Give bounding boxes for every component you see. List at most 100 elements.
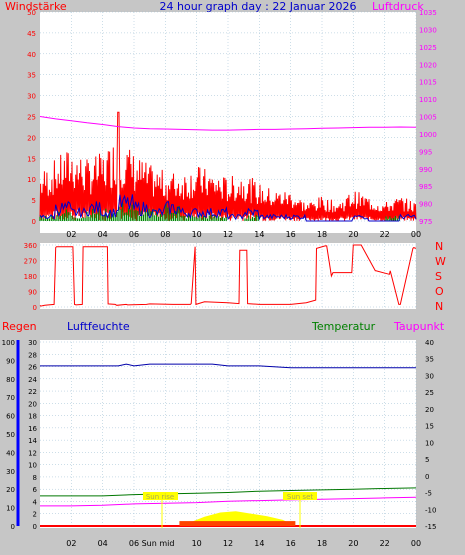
humidity-tick-label: 60 xyxy=(6,413,15,421)
x-tick-label: 10 xyxy=(192,230,202,239)
rain-tick-label: 24 xyxy=(28,376,37,384)
tick-labels: 0510152025303540455097598098599099510001… xyxy=(2,9,446,548)
humidity-tick-label: 80 xyxy=(6,376,15,384)
rain-tick-label: 8 xyxy=(33,474,37,482)
wind-tick-label: 40 xyxy=(27,51,36,59)
humidity-tick-label: 100 xyxy=(2,339,15,347)
wind-tick-label: 25 xyxy=(27,114,36,122)
pressure-tick-label: 1020 xyxy=(419,61,437,69)
wind-tick-label: 0 xyxy=(32,218,36,226)
x-tick-label: 20 xyxy=(348,230,358,239)
x-tick-label: 08 xyxy=(160,230,170,239)
humidity-tick-label: 50 xyxy=(6,431,15,439)
rain-tick-label: 18 xyxy=(28,413,37,421)
x-tick-label: 04 xyxy=(98,230,108,239)
wind-pressure-series xyxy=(39,111,417,222)
direction-tick-label: 90 xyxy=(28,289,37,297)
luftdruck-line xyxy=(39,116,417,131)
x-tick-label: 06 xyxy=(129,230,139,239)
wind-tick-label: 20 xyxy=(27,134,36,142)
compass-label: N xyxy=(435,300,443,313)
x-tick-label: 22 xyxy=(380,539,390,548)
compass-label: W xyxy=(435,255,446,268)
temperature-tick-label: 25 xyxy=(425,389,434,397)
pressure-tick-label: 980 xyxy=(419,201,432,209)
x-tick-label: 20 xyxy=(348,539,358,548)
direction-tick-label: 360 xyxy=(24,242,37,250)
compass-label: O xyxy=(435,285,444,298)
wind-tick-label: 15 xyxy=(27,155,36,163)
rain-tick-label: 6 xyxy=(33,486,38,494)
x-tick-label: 16 xyxy=(286,539,296,548)
x-tick-label: 06 xyxy=(129,539,139,548)
temperature-tick-label: 10 xyxy=(425,439,434,447)
regen-label: Regen xyxy=(2,320,37,333)
windstaerke-label: Windstärke xyxy=(5,0,67,13)
wind-tick-label: 35 xyxy=(27,72,36,80)
compass-label: N xyxy=(435,240,443,253)
x-tick-label: 12 xyxy=(223,539,233,548)
x-tick-label: 00 xyxy=(411,539,421,548)
climate-plot xyxy=(40,340,416,528)
temperature-tick-label: 30 xyxy=(425,372,434,380)
rain-tick-label: 30 xyxy=(28,339,37,347)
pressure-tick-label: 1000 xyxy=(419,131,437,139)
rain-tick-label: 22 xyxy=(28,388,37,396)
wind-tick-label: 5 xyxy=(32,197,36,205)
temperature-tick-label: -10 xyxy=(425,506,436,514)
rain-tick-label: 14 xyxy=(28,437,37,445)
sun-set-label: Sun set xyxy=(287,493,313,501)
x-tick-label: 12 xyxy=(223,230,233,239)
direction-grid xyxy=(40,243,417,309)
temperature-tick-label: 40 xyxy=(425,339,434,347)
x-tick-label: 00 xyxy=(411,230,421,239)
x-tick-label: 02 xyxy=(66,539,76,548)
pressure-tick-label: 1030 xyxy=(419,26,437,34)
temperature-tick-label: 0 xyxy=(425,473,429,481)
wind-tick-label: 30 xyxy=(27,93,36,101)
x-tick-label: 22 xyxy=(380,230,390,239)
x-tick-label: 14 xyxy=(254,230,264,239)
humidity-tick-label: 70 xyxy=(6,394,15,402)
temperature-tick-label: 35 xyxy=(425,356,434,364)
direction-tick-label: 0 xyxy=(33,304,37,312)
rain-tick-label: 12 xyxy=(28,449,37,457)
humidity-tick-label: 30 xyxy=(6,468,15,476)
temperatur-line xyxy=(40,487,417,497)
temperature-tick-label: -5 xyxy=(425,490,432,498)
compass-label: S xyxy=(435,270,442,283)
sun-set-marker: Sun set xyxy=(283,492,317,528)
wind-tick-label: 10 xyxy=(27,176,36,184)
x-tick-label: 02 xyxy=(66,230,76,239)
x-tick-label: 18 xyxy=(317,539,327,548)
rain-tick-label: 2 xyxy=(33,511,37,519)
boeen-line xyxy=(39,194,417,222)
rain-tick-label: 28 xyxy=(28,351,37,359)
pressure-tick-label: 985 xyxy=(419,183,432,191)
direction-tick-label: 270 xyxy=(24,258,37,266)
x-tick-label: 04 xyxy=(98,539,108,548)
temperature-tick-label: 5 xyxy=(425,456,429,464)
temperature-tick-label: 20 xyxy=(425,406,434,414)
x-tick-label: 18 xyxy=(317,230,327,239)
rain-tick-label: 26 xyxy=(28,364,37,372)
direction-series xyxy=(39,244,417,307)
x-tick-label: 10 xyxy=(192,539,202,548)
rain-tick-label: 16 xyxy=(28,425,37,433)
sun-mid-label: Sun mid xyxy=(142,539,175,548)
pressure-tick-label: 1035 xyxy=(419,9,437,17)
windrichtung-line xyxy=(39,244,417,307)
luftfeuchte-line xyxy=(40,363,416,369)
wind-tick-label: 45 xyxy=(27,30,36,38)
pressure-tick-label: 975 xyxy=(419,218,432,226)
luftdruck-label: Luftdruck xyxy=(372,0,424,13)
wind-tick-label: 50 xyxy=(27,9,36,17)
temperature-tick-label: 15 xyxy=(425,423,434,431)
taupunkt-line xyxy=(40,496,417,507)
humidity-tick-label: 90 xyxy=(6,357,15,365)
sun-rise-marker: Sun rise xyxy=(143,492,178,528)
humidity-tick-label: 0 xyxy=(11,523,15,531)
temperature-tick-label: -15 xyxy=(425,523,436,531)
temperatur-label: Temperatur xyxy=(311,320,376,333)
x-tick-label: 14 xyxy=(254,539,264,548)
